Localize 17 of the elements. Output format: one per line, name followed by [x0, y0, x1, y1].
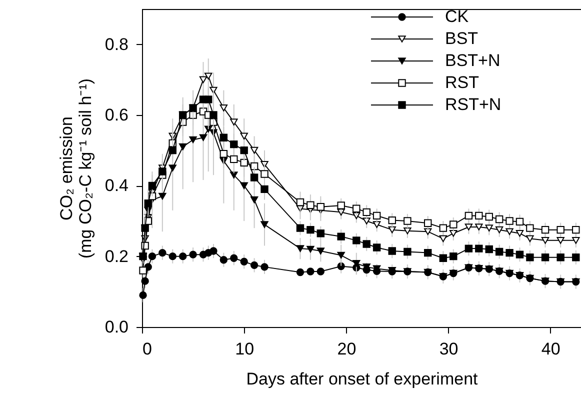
x-axis-title: Days after onset of experiment [246, 370, 478, 388]
y-tick-label: 0.6 [104, 106, 128, 124]
y-tick-label: 0.4 [104, 176, 128, 196]
legend-label: BST+N [445, 51, 500, 70]
legend-label: RST [445, 73, 479, 92]
x-tick-label: 10 [235, 340, 254, 358]
legend-label: CK [445, 7, 470, 26]
y-tick-label: 0.0 [104, 318, 128, 336]
x-tick-label: 30 [439, 340, 458, 358]
x-tick-label: 0 [142, 340, 152, 358]
y-tick-label: 0.2 [104, 246, 128, 266]
x-tick-label: 40 [541, 340, 560, 358]
y-tick-label: 0.8 [104, 34, 128, 54]
legend-label: RST+N [445, 95, 502, 114]
x-tick-label: 20 [337, 340, 356, 358]
y-axis-title: CO₂ emission (mg CO₂-C kg⁻¹ soil h⁻¹) [56, 78, 95, 259]
legend-label: BST [445, 29, 478, 48]
